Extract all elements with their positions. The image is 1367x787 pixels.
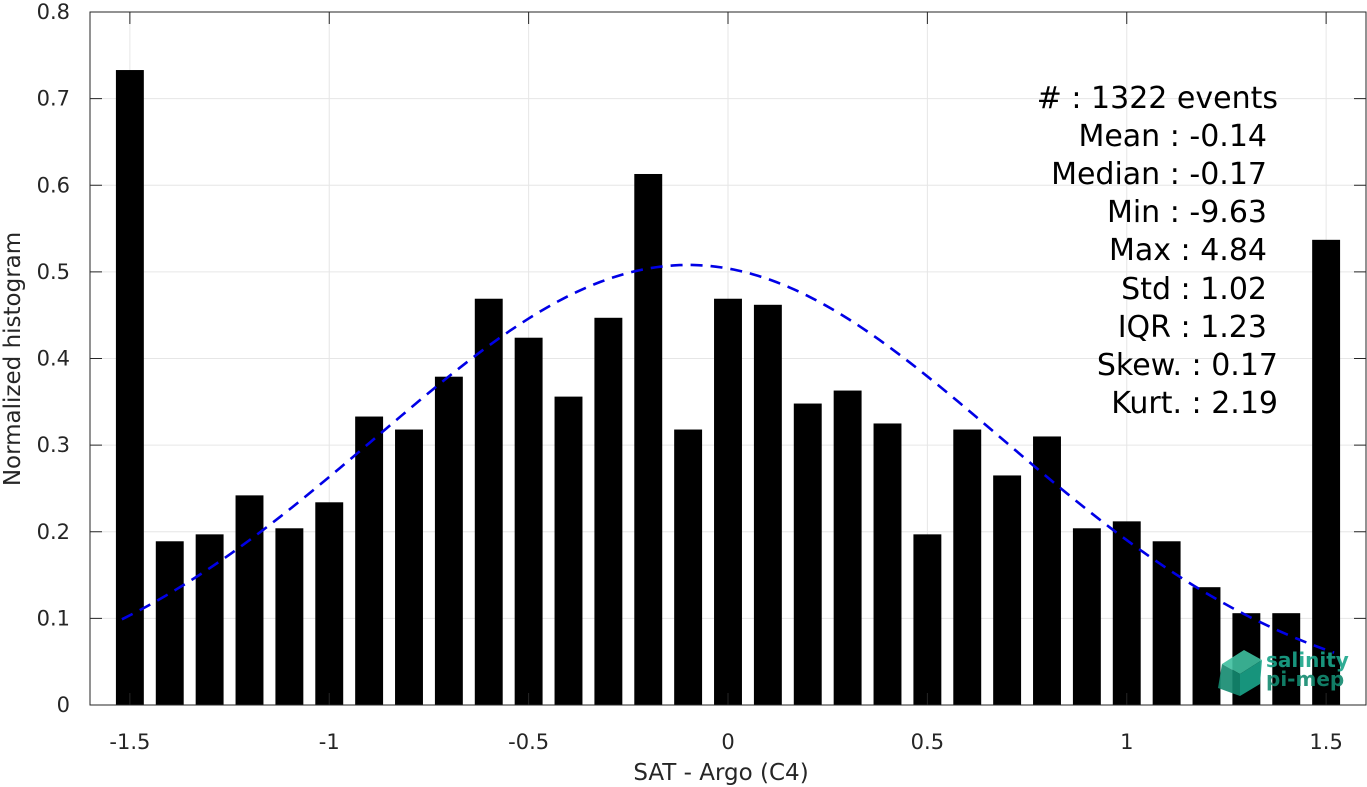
- histogram-bar: [235, 495, 264, 705]
- x-tick-labels: -1.5 -1 -0.5 0 0.5 1 1.5: [109, 730, 1342, 754]
- stat-max: Max : 4.84: [1109, 233, 1267, 268]
- stat-mean: Mean : -0.14: [1078, 119, 1267, 154]
- bars: [115, 70, 1341, 706]
- y-tick-label: 0.2: [37, 520, 70, 544]
- histogram-bar: [155, 541, 184, 705]
- histogram-bar: [474, 298, 503, 705]
- stat-median: Median : -0.17: [1051, 157, 1267, 192]
- histogram-bar: [793, 403, 822, 705]
- histogram-bar: [714, 298, 742, 705]
- y-tick-labels: 0 0.1 0.2 0.3 0.4 0.5 0.6 0.7 0.8: [37, 0, 70, 717]
- y-axis-label: Normalized histogram: [0, 232, 26, 486]
- x-tick-label: 0.5: [911, 730, 944, 754]
- logo-line2: pi-mep: [1266, 667, 1344, 691]
- histogram-bar: [1152, 541, 1181, 705]
- histogram-bar: [1033, 436, 1061, 705]
- y-tick-label: 0.1: [37, 606, 70, 630]
- histogram-bar: [634, 173, 663, 705]
- stat-kurt: Kurt. : 2.19: [1111, 386, 1278, 421]
- y-tick-label: 0.4: [37, 347, 70, 371]
- stat-iqr: IQR : 1.23: [1118, 310, 1267, 345]
- x-axis-label: SAT - Argo (C4): [633, 760, 808, 786]
- tick-marks: [90, 11, 1366, 706]
- stat-min: Min : -9.63: [1107, 195, 1267, 230]
- x-tick-label: -0.5: [508, 730, 549, 754]
- histogram-bar: [195, 534, 224, 705]
- salinity-pimep-logo: salinity pi-mep: [1218, 648, 1349, 696]
- logo-line1: salinity: [1266, 648, 1349, 672]
- histogram-bar: [115, 70, 144, 705]
- stat-std: Std : 1.02: [1121, 272, 1267, 307]
- x-tick-label: -1: [319, 730, 340, 754]
- histogram-bar: [434, 376, 463, 705]
- histogram-bar: [1192, 587, 1221, 705]
- cube-icon: [1218, 650, 1262, 696]
- y-tick-label: 0: [57, 693, 70, 717]
- histogram-bar: [594, 317, 623, 705]
- x-tick-label: -1.5: [109, 730, 150, 754]
- histogram-bar: [554, 396, 583, 705]
- y-tick-label: 0.5: [37, 260, 70, 284]
- y-tick-label: 0.3: [37, 433, 70, 457]
- histogram-bar: [833, 390, 862, 705]
- histogram-bar: [873, 423, 902, 705]
- histogram-bar: [275, 528, 304, 705]
- stat-skew: Skew. : 0.17: [1097, 348, 1278, 383]
- histogram-bar: [355, 416, 384, 705]
- histogram-bar: [1072, 528, 1101, 705]
- histogram-bar: [913, 534, 942, 705]
- y-tick-label: 0.8: [37, 0, 70, 24]
- histogram-bar: [674, 429, 703, 705]
- x-tick-label: 1: [1120, 730, 1133, 754]
- histogram-bar: [1112, 521, 1141, 705]
- histogram-bar: [1272, 613, 1301, 705]
- histogram-bar: [953, 429, 982, 705]
- x-tick-label: 1.5: [1309, 730, 1342, 754]
- gaussian-fit-curve: [121, 263, 1335, 654]
- y-tick-label: 0.6: [37, 173, 70, 197]
- histogram-bar: [395, 429, 423, 705]
- histogram-bar: [993, 475, 1022, 705]
- histogram-bar: [315, 502, 344, 705]
- histogram-bar: [514, 337, 543, 705]
- stat-events: # : 1322 events: [1037, 81, 1278, 116]
- histogram-bar: [753, 304, 782, 705]
- stats-annotation: # : 1322 events Mean : -0.14 Median : -0…: [1037, 81, 1278, 421]
- histogram-bar: [1312, 239, 1341, 706]
- x-tick-label: 0: [721, 730, 734, 754]
- y-tick-label: 0.7: [37, 87, 70, 111]
